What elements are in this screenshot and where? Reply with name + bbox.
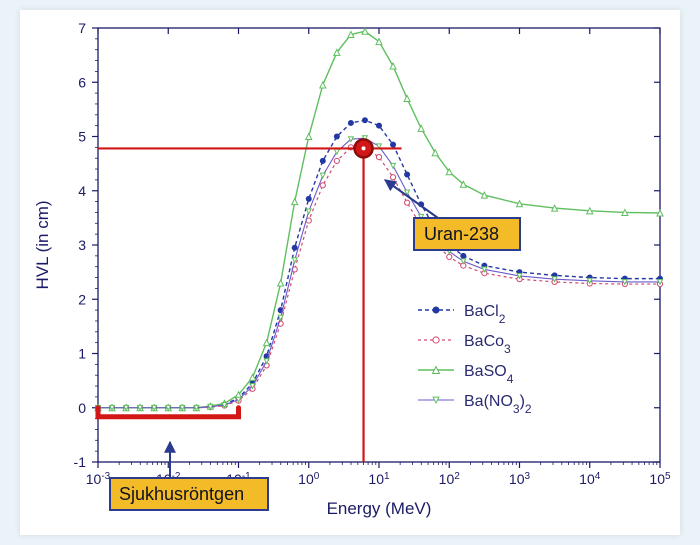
svg-text:0: 0 — [78, 400, 86, 416]
svg-text:102: 102 — [439, 471, 461, 488]
series-Ba(NO3)2 — [96, 136, 663, 410]
svg-text:104: 104 — [579, 471, 601, 488]
svg-text:5: 5 — [78, 129, 86, 145]
svg-text:101: 101 — [368, 471, 390, 488]
svg-text:6: 6 — [78, 74, 86, 90]
svg-text:-1: -1 — [74, 454, 87, 470]
x-axis-label: Energy (MeV) — [327, 499, 432, 518]
svg-text:3: 3 — [78, 237, 86, 253]
legend: BaCl2 BaCo3 BaSO4 Ba(NO3)2 — [418, 303, 532, 416]
series-BaCl2 — [95, 117, 663, 411]
plot-border — [98, 28, 660, 462]
legend-label-BaSO4: BaSO4 — [464, 363, 514, 386]
svg-text:105: 105 — [649, 471, 671, 488]
svg-text:4: 4 — [78, 183, 86, 199]
chart-container: -10123456710-310-210-1100101102103104105… — [20, 10, 680, 535]
series-BaCO3 — [95, 145, 662, 411]
hospital-label: Sjukhusröntgen — [119, 484, 244, 504]
legend-label-BaCl2: BaCl2 — [464, 303, 506, 326]
svg-text:7: 7 — [78, 20, 86, 36]
svg-text:103: 103 — [509, 471, 531, 488]
y-axis-label: HVL (in cm) — [33, 200, 52, 289]
legend-label-BaCO3: BaCo3 — [464, 333, 511, 356]
uran-label: Uran-238 — [424, 224, 499, 244]
svg-text:2: 2 — [78, 291, 86, 307]
legend-label-Ba(NO3)2: Ba(NO3)2 — [464, 393, 532, 416]
svg-text:1: 1 — [78, 346, 86, 362]
uran-arrow — [385, 180, 438, 218]
series-BaSO4 — [95, 28, 663, 410]
chart-svg: -10123456710-310-210-1100101102103104105… — [20, 10, 680, 535]
svg-text:100: 100 — [298, 471, 320, 488]
svg-text:10-3: 10-3 — [86, 471, 111, 488]
